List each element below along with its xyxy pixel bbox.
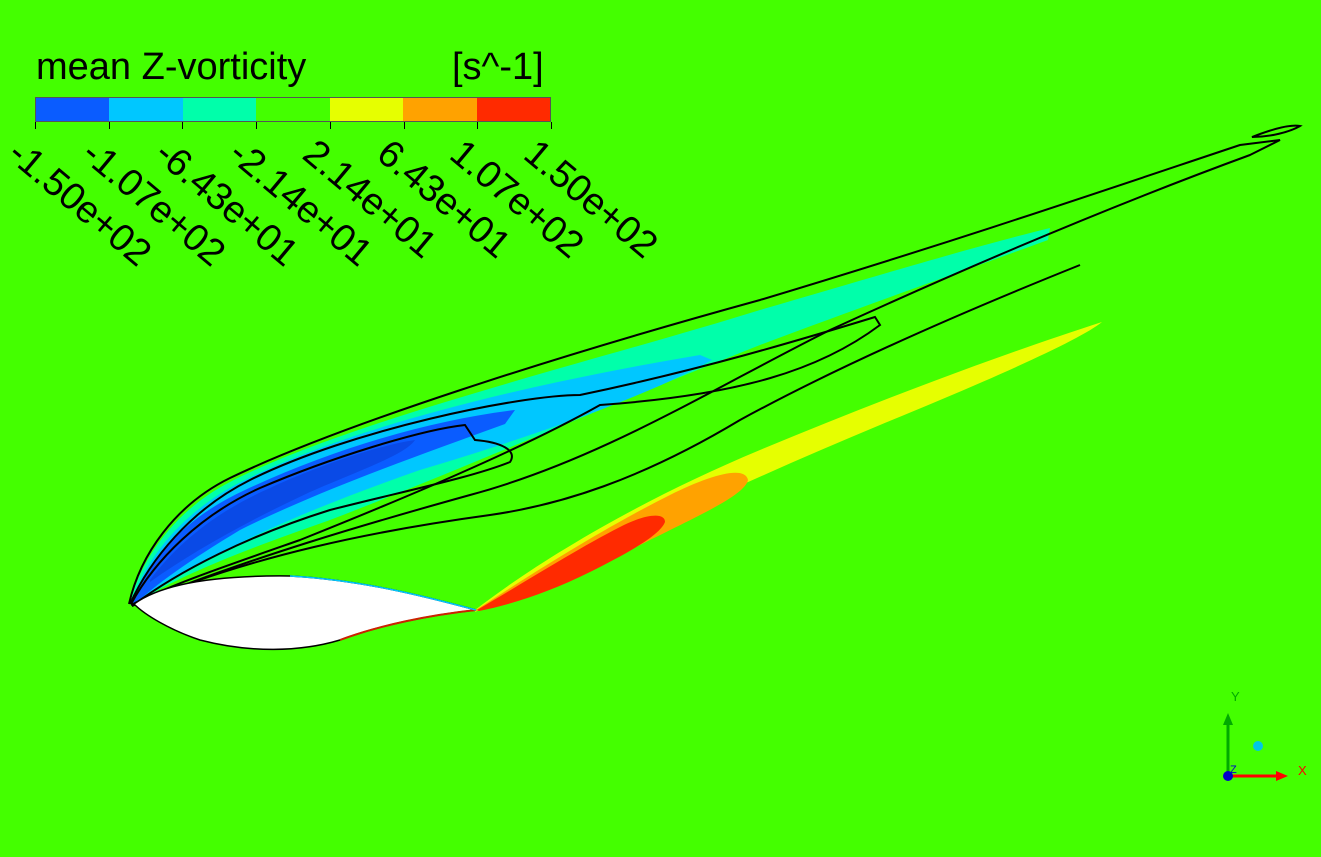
legend-unit: [s^-1] <box>452 46 544 88</box>
y-axis-label: Y <box>1231 689 1240 704</box>
colorbar-tick-mark <box>182 122 184 129</box>
contour-band-negative-150 <box>150 440 415 582</box>
y-axis-head <box>1223 713 1233 725</box>
colorbar-band <box>476 98 550 121</box>
colorbar-tick-mark <box>329 122 331 129</box>
colorbar-tick-mark <box>256 122 258 129</box>
z-axis-label: Z <box>1230 764 1237 776</box>
airfoil-shape <box>132 575 477 651</box>
contour-band-positive-107 <box>477 515 665 611</box>
colorbar-tick-mark <box>35 122 36 129</box>
contour-line-wake <box>131 264 1081 607</box>
x-axis-head <box>1276 771 1288 781</box>
x-axis-label: X <box>1298 763 1307 778</box>
colorbar-band <box>182 98 257 121</box>
contour-line-mid <box>129 315 882 606</box>
light-sphere <box>1253 741 1263 751</box>
contour-band-negative-21 <box>130 228 1050 606</box>
colorbar-band <box>109 98 183 121</box>
colorbar-tick-mark <box>108 122 110 129</box>
colorbar-tick-mark <box>403 122 405 129</box>
airfoil-pressure-edge <box>339 609 477 641</box>
colorbar <box>35 97 551 122</box>
colorbar-band <box>403 98 477 121</box>
legend-title: mean Z-vorticity <box>36 46 307 88</box>
z-axis-dot <box>1223 771 1233 781</box>
axis-triad: Y X Z <box>1223 689 1307 781</box>
airfoil-suction-edge <box>289 575 477 611</box>
contour-band-negative-107 <box>132 410 515 605</box>
colorbar-tick-mark <box>551 122 552 129</box>
colorbar-band <box>329 98 404 121</box>
contour-band-negative-64 <box>131 355 712 605</box>
contour-line-inner <box>130 423 513 607</box>
contour-band-positive-21 <box>475 322 1102 612</box>
colorbar-band <box>36 98 110 121</box>
colorbar-tick-mark <box>477 122 479 129</box>
contour-line-tip <box>1251 124 1303 138</box>
contour-line-outer <box>128 139 1281 607</box>
colorbar-band <box>256 98 330 121</box>
